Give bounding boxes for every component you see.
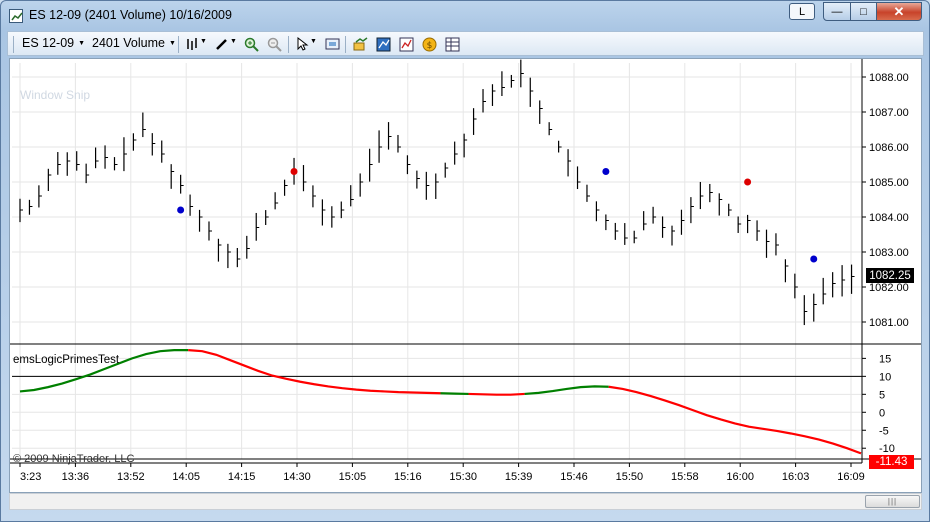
indicator-line-segment	[524, 385, 609, 396]
snapshot-icon[interactable]	[324, 36, 340, 52]
y-tick-label: 1083.00	[869, 247, 909, 259]
cursor-dropdown[interactable]: ▼	[310, 38, 317, 45]
chart-properties-icon[interactable]	[398, 36, 414, 52]
instrument-label: ES 12-09	[22, 36, 75, 50]
minimize-button[interactable]: —	[823, 2, 851, 21]
y-tick-label: 1081.00	[869, 317, 909, 329]
y-tick-label: -10	[879, 443, 895, 455]
x-tick-label: 13:36	[62, 471, 90, 483]
indicators-icon[interactable]	[352, 36, 368, 52]
y-tick-label: 1087.00	[869, 107, 909, 119]
x-tick-label: 13:52	[117, 471, 145, 483]
price-chart[interactable]: 1081.00 1082.00 1083.00 1084.00 1085.00 1086.…	[10, 59, 921, 492]
x-tick-label: 15:58	[671, 471, 699, 483]
indicator-line-segment	[19, 349, 189, 393]
indicator-line-segment	[468, 392, 525, 396]
y-tick-label: 1084.00	[869, 212, 909, 224]
draw-dropdown[interactable]: ▼	[230, 38, 237, 45]
chart-toolbar: ES 12-09 ▼ 2401 Volume ▼ ▼ ▼ ▼	[7, 31, 924, 56]
indicator-value-tag: -11.43	[869, 455, 914, 469]
chart-canvas[interactable]: 1081.00 1082.00 1083.00 1084.00 1085.00 1086.…	[9, 58, 922, 493]
last-price-tag: 1082.25	[866, 268, 914, 283]
indicator-line-segment	[440, 392, 469, 396]
coin-icon[interactable]: $	[421, 36, 437, 52]
x-tick-label: 16:09	[837, 471, 865, 483]
signal-marker	[602, 168, 610, 175]
toolbar-grip	[13, 36, 14, 53]
window-snip-overlay: Window Snip	[20, 88, 91, 102]
copyright-text: © 2009 NinjaTrader, LLC	[13, 453, 135, 465]
indicator-panel-label: emsLogicPrimesTest	[13, 354, 120, 366]
y-tick-label: 1088.00	[869, 72, 909, 84]
y-tick-label: 1086.00	[869, 142, 909, 154]
x-tick-label: 15:39	[505, 471, 533, 483]
period-selector[interactable]: 2401 Volume ▼	[92, 36, 176, 50]
x-tick-label: 14:05	[172, 471, 200, 483]
bars-icon[interactable]	[184, 36, 200, 52]
x-tick-label: 16:00	[726, 471, 754, 483]
y-tick-label: 1082.00	[869, 282, 909, 294]
x-tick-label: 15:46	[560, 471, 588, 483]
maximize-button[interactable]: □	[850, 2, 877, 21]
data-box-icon[interactable]	[444, 36, 460, 52]
x-tick-label: 3:23	[20, 471, 41, 483]
y-tick-label: -5	[879, 425, 889, 437]
zoom-out-icon[interactable]	[266, 36, 282, 52]
instrument-selector[interactable]: ES 12-09 ▼	[22, 36, 85, 50]
status-bar	[1, 511, 929, 522]
zoom-in-icon[interactable]	[243, 36, 259, 52]
chevron-down-icon: ▼	[78, 39, 86, 47]
toolbar-separator	[345, 36, 346, 53]
toolbar-separator	[288, 36, 289, 53]
scrollbar-thumb[interactable]: |||	[865, 495, 920, 508]
signal-marker	[744, 178, 752, 186]
period-label: 2401 Volume	[92, 36, 165, 50]
x-tick-label: 16:03	[782, 471, 810, 483]
y-tick-label: 15	[879, 353, 891, 365]
title-bar[interactable]: ES 12-09 (2401 Volume) 10/16/2009 L — □ …	[1, 1, 929, 31]
chevron-down-icon: ▼	[168, 39, 176, 47]
svg-text:$: $	[426, 41, 432, 51]
toolbar-separator	[178, 36, 179, 53]
signal-marker	[177, 206, 185, 214]
link-button[interactable]: L	[789, 3, 815, 20]
indicator-line-segment	[188, 349, 441, 395]
x-tick-label: 15:16	[394, 471, 422, 483]
x-tick-label: 14:30	[283, 471, 311, 483]
x-tick-label: 14:15	[228, 471, 256, 483]
x-tick-label: 15:05	[339, 471, 367, 483]
y-tick-label: 5	[879, 389, 885, 401]
window-title: ES 12-09 (2401 Volume) 10/16/2009	[29, 8, 232, 22]
strategies-icon[interactable]	[375, 36, 391, 52]
indicator-line-segment	[608, 385, 862, 455]
y-tick-label: 0	[879, 407, 885, 419]
signal-marker	[810, 255, 818, 263]
close-button[interactable]: ✕	[876, 2, 922, 21]
pencil-icon[interactable]	[214, 36, 230, 52]
signal-marker	[290, 168, 298, 175]
y-tick-label: 1085.00	[869, 177, 909, 189]
x-tick-label: 15:50	[616, 471, 644, 483]
bars-dropdown[interactable]: ▼	[200, 38, 207, 45]
cursor-icon[interactable]	[294, 36, 310, 52]
horizontal-scrollbar[interactable]: |||	[9, 493, 922, 510]
y-tick-label: 10	[879, 371, 891, 383]
x-tick-label: 15:30	[449, 471, 477, 483]
app-chart-icon	[9, 9, 23, 23]
